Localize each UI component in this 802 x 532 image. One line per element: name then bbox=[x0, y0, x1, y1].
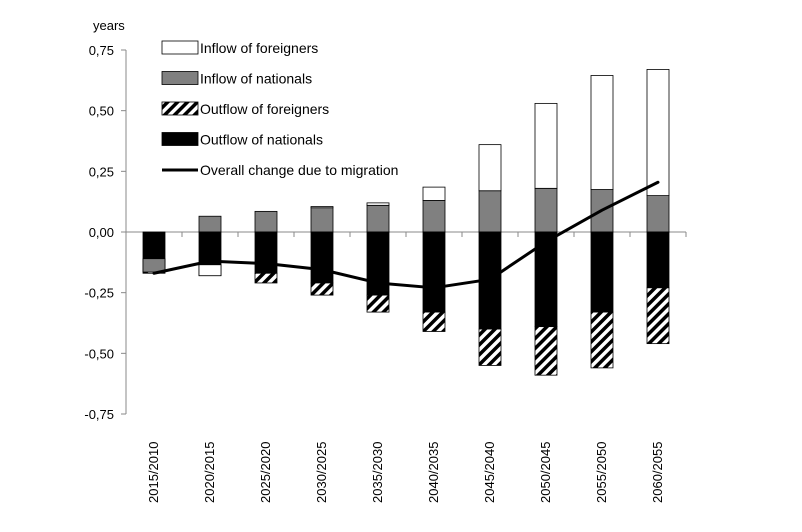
x-category-label: 2030/2025 bbox=[314, 442, 329, 503]
bar-outflow-of-nationals bbox=[366, 231, 390, 296]
bar-outflow-of-nationals bbox=[254, 231, 278, 274]
bar-outflow-of-foreigners bbox=[478, 328, 502, 366]
bar-inflow-of-foreigners bbox=[310, 206, 334, 209]
bar-inflow-of-foreigners bbox=[590, 75, 614, 190]
legend-label-inflow-of-nationals: Inflow of nationals bbox=[200, 71, 312, 87]
overall-change-line-layer bbox=[152, 180, 660, 290]
y-tick-label: -0,25 bbox=[84, 286, 114, 301]
x-category-label: 2060/2055 bbox=[650, 442, 665, 503]
bar-outflow-of-foreigners bbox=[366, 294, 390, 313]
x-category-label: 2040/2035 bbox=[426, 442, 441, 503]
bar-outflow-of-nationals bbox=[142, 231, 166, 262]
bar-inflow-of-foreigners bbox=[422, 186, 446, 201]
bar-outflow-of-nationals bbox=[310, 231, 334, 284]
bar-outflow-of-foreigners bbox=[590, 311, 614, 369]
y-axis-unit-label: years bbox=[93, 18, 125, 33]
y-tick-label: -0,75 bbox=[84, 407, 114, 422]
legend-swatch-outflow-of-nationals bbox=[161, 132, 199, 146]
bar-inflow-of-nationals bbox=[142, 258, 166, 273]
bar-inflow-of-foreigners bbox=[478, 144, 502, 192]
bar-inflow-of-nationals bbox=[254, 210, 278, 233]
x-category-label: 2055/2050 bbox=[594, 442, 609, 503]
bar-outflow-of-foreigners bbox=[534, 326, 558, 376]
legend-label-overall-change-due-to-migration: Overall change due to migration bbox=[200, 162, 398, 178]
bar-inflow-of-foreigners bbox=[646, 69, 670, 196]
overall-change-line bbox=[152, 180, 660, 290]
bar-inflow-of-nationals bbox=[478, 190, 502, 233]
bar-inflow-of-foreigners bbox=[534, 102, 558, 189]
legend-label-inflow-of-foreigners: Inflow of foreigners bbox=[200, 40, 318, 56]
x-category-label: 2035/2030 bbox=[370, 442, 385, 503]
legend-swatch-outflow-of-foreigners bbox=[161, 101, 199, 116]
bar-inflow-of-nationals bbox=[534, 187, 558, 233]
bar-inflow-of-nationals bbox=[646, 195, 670, 233]
bar-outflow-of-foreigners bbox=[422, 311, 446, 332]
bar-outflow-of-nationals bbox=[422, 231, 446, 313]
bar-outflow-of-nationals bbox=[590, 231, 614, 313]
x-category-label: 2015/2010 bbox=[146, 442, 161, 503]
bar-inflow-of-nationals bbox=[366, 204, 390, 233]
y-tick-label: 0,50 bbox=[89, 104, 114, 119]
bar-inflow-of-nationals bbox=[198, 215, 222, 233]
bars bbox=[142, 69, 670, 376]
bar-outflow-of-foreigners bbox=[310, 282, 334, 296]
legend-swatch-inflow-of-foreigners bbox=[161, 40, 199, 55]
y-tick-label: -0,50 bbox=[84, 346, 114, 361]
bar-outflow-of-nationals bbox=[646, 231, 670, 289]
legend-label-outflow-of-foreigners: Outflow of foreigners bbox=[200, 101, 329, 117]
bar-inflow-of-foreigners bbox=[198, 264, 222, 277]
bar-outflow-of-foreigners bbox=[254, 272, 278, 284]
y-tick-label: 0,00 bbox=[89, 225, 114, 240]
axes: 0,75 0,50 0,25 0,00 -0,25 -0,50 -0,75 2015/2010… bbox=[84, 43, 687, 503]
bar-inflow-of-nationals bbox=[422, 200, 446, 233]
bar-outflow-of-foreigners bbox=[646, 287, 670, 345]
legend-label-outflow-of-nationals: Outflow of nationals bbox=[200, 132, 323, 148]
x-category-label: 2050/2045 bbox=[538, 442, 553, 503]
bar-inflow-of-nationals bbox=[310, 207, 334, 233]
x-category-label: 2045/2040 bbox=[482, 442, 497, 503]
legend: Inflow of foreigners Inflow of nationals O… bbox=[161, 40, 398, 178]
x-category-label: 2020/2015 bbox=[202, 442, 217, 503]
legend-swatch-inflow-of-nationals bbox=[161, 71, 199, 85]
y-tick-label: 0,25 bbox=[89, 164, 114, 179]
y-tick-label: 0,75 bbox=[89, 43, 114, 58]
bar-inflow-of-foreigners bbox=[366, 202, 390, 206]
x-category-label: 2025/2020 bbox=[258, 442, 273, 503]
